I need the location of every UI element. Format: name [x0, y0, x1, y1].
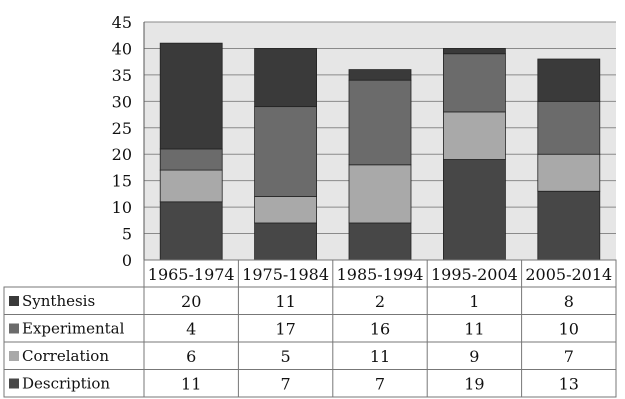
table-cell-value: 11 — [181, 375, 201, 394]
legend-swatch — [9, 379, 19, 389]
y-tick-label: 10 — [112, 198, 132, 217]
y-tick-label: 0 — [122, 251, 132, 270]
bar-segment-experimental — [349, 80, 411, 165]
table-cell-value: 7 — [375, 375, 385, 394]
legend-swatch — [9, 351, 19, 361]
y-tick-label: 45 — [112, 13, 132, 32]
table-cell-value: 13 — [559, 375, 579, 394]
table-cell-value: 10 — [559, 320, 579, 339]
table-cell-value: 7 — [281, 375, 291, 394]
y-tick-label: 25 — [112, 119, 132, 138]
table-cell-value: 9 — [469, 347, 479, 366]
bar-segment-experimental — [538, 101, 600, 154]
bar-segment-description — [255, 223, 317, 260]
y-tick-label: 35 — [112, 66, 132, 85]
x-tick-label: 1995-2004 — [431, 265, 518, 284]
bar-segment-experimental — [255, 107, 317, 197]
bar-segment-experimental — [443, 54, 505, 112]
x-tick-label: 1985-1994 — [337, 265, 424, 284]
y-tick-label: 15 — [112, 172, 132, 191]
table-cell-value: 17 — [275, 320, 295, 339]
bar-segment-synthesis — [443, 48, 505, 53]
bar-segment-synthesis — [538, 59, 600, 101]
table-cell-value: 2 — [375, 292, 385, 311]
y-tick-label: 40 — [112, 39, 132, 58]
table-cell-value: 19 — [464, 375, 484, 394]
bar-segment-synthesis — [160, 43, 222, 149]
bar-segment-synthesis — [349, 70, 411, 81]
bar-segment-correlation — [255, 197, 317, 223]
table-cell-value: 11 — [464, 320, 484, 339]
table-cell-value: 16 — [370, 320, 390, 339]
table-cell-value: 11 — [370, 347, 390, 366]
legend-swatch — [9, 324, 19, 334]
legend-label: Synthesis — [22, 292, 95, 310]
y-tick-label: 20 — [112, 145, 132, 164]
table-cell-value: 20 — [181, 292, 201, 311]
table-cell-value: 5 — [281, 347, 291, 366]
table-cell-value: 11 — [275, 292, 295, 311]
table-cell-value: 4 — [186, 320, 196, 339]
bar-segment-correlation — [160, 170, 222, 202]
legend-label: Description — [22, 375, 110, 393]
legend-swatch — [9, 296, 19, 306]
table-cell-value: 7 — [564, 347, 574, 366]
bar-segment-description — [538, 191, 600, 260]
bar-segment-description — [349, 223, 411, 260]
bar-segment-experimental — [160, 149, 222, 170]
bar-segment-synthesis — [255, 48, 317, 106]
bar-segment-correlation — [538, 154, 600, 191]
legend-label: Correlation — [22, 347, 109, 365]
x-tick-label: 1965-1974 — [148, 265, 235, 284]
x-tick-label: 2005-2014 — [525, 265, 612, 284]
table-cell-value: 8 — [564, 292, 574, 311]
data-table: 1965-1974 1975-1984 1985-1994 1995-2004 2005… — [4, 260, 616, 397]
table-cell-value: 1 — [469, 292, 479, 311]
bar-segment-description — [443, 160, 505, 260]
y-tick-label: 5 — [122, 225, 132, 244]
bar-segment-description — [160, 202, 222, 260]
legend-label: Experimental — [22, 320, 125, 338]
x-tick-label: 1975-1984 — [242, 265, 329, 284]
bar-segment-correlation — [349, 165, 411, 223]
table-cell-value: 6 — [186, 347, 196, 366]
y-tick-label: 30 — [112, 92, 132, 111]
bar-segment-correlation — [443, 112, 505, 160]
y-axis: 0 5 10 15 20 25 30 35 40 45 — [112, 13, 144, 270]
